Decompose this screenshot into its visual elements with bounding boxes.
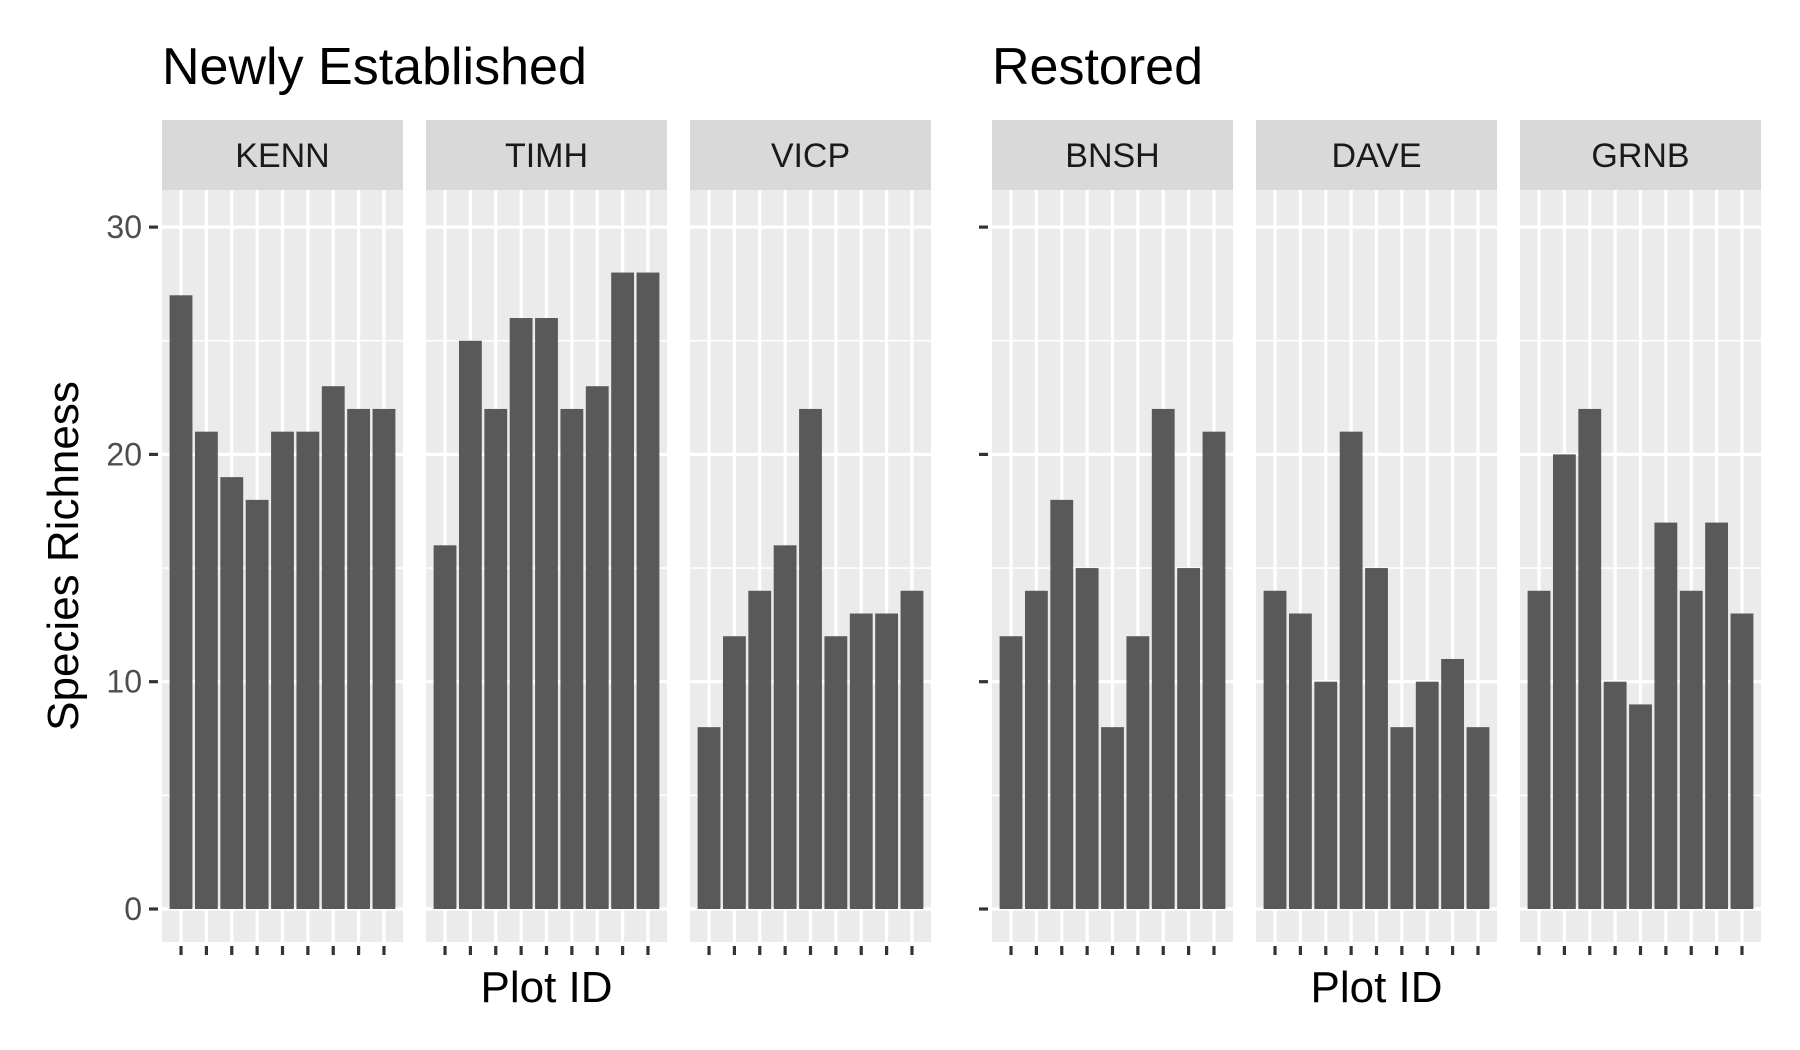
facet-dave: DAVE	[1256, 120, 1497, 955]
y-tick-label: 0	[124, 891, 142, 927]
facet-strip	[162, 120, 403, 190]
bar-grnb-4	[1603, 681, 1627, 909]
bar-timh-4	[509, 318, 533, 909]
facet-strip-label: GRNB	[1591, 137, 1689, 175]
bar-vicp-4	[773, 545, 797, 909]
bar-vicp-9	[900, 590, 924, 909]
bar-kenn-8	[347, 408, 371, 909]
bar-vicp-6	[824, 636, 848, 909]
bar-dave-5	[1365, 568, 1388, 909]
bar-bnsh-3	[1050, 499, 1074, 909]
bar-bnsh-4	[1075, 568, 1099, 909]
facet-bnsh: BNSH	[992, 120, 1233, 955]
bar-dave-6	[1390, 727, 1414, 909]
bar-bnsh-6	[1126, 636, 1150, 909]
facet-grnb: GRNB	[1520, 120, 1761, 955]
bar-bnsh-2	[1024, 590, 1048, 909]
bar-grnb-7	[1679, 590, 1703, 909]
bar-timh-2	[458, 340, 482, 909]
bar-bnsh-9	[1202, 431, 1226, 909]
bar-grnb-8	[1705, 522, 1729, 909]
bar-vicp-7	[849, 613, 873, 909]
bar-grnb-6	[1654, 522, 1678, 909]
y-axis-title: Species Richness	[39, 381, 88, 731]
bar-timh-3	[484, 408, 508, 909]
facet-timh: TIMH	[426, 120, 667, 955]
facet-strip	[1256, 120, 1497, 190]
facet-strip-label: TIMH	[505, 137, 588, 175]
bar-dave-2	[1288, 613, 1312, 909]
chart-group-0: Newly Established KENN TIMH VICP 0 10 20 30 Plot…	[39, 38, 931, 1012]
bar-grnb-2	[1552, 454, 1576, 909]
bar-timh-9	[636, 272, 660, 909]
facet-strip	[690, 120, 931, 190]
x-axis-title: Plot ID	[480, 963, 612, 1012]
facet-strip-label: VICP	[771, 137, 850, 175]
bar-dave-8	[1441, 658, 1465, 909]
bar-grnb-3	[1578, 408, 1602, 909]
facet-strip-label: KENN	[235, 137, 329, 175]
y-tick-label: 20	[106, 436, 142, 472]
bar-kenn-1	[169, 295, 193, 909]
group-title: Restored	[992, 38, 1203, 96]
bar-bnsh-1	[999, 636, 1023, 909]
facet-strip	[426, 120, 667, 190]
bar-kenn-6	[296, 431, 320, 909]
bar-timh-5	[535, 318, 558, 909]
bar-bnsh-8	[1177, 568, 1201, 909]
y-tick-label: 30	[106, 209, 142, 245]
chart-group-1: Restored BNSH DAVE GRNB Plot ID	[979, 38, 1761, 1012]
bar-grnb-9	[1730, 613, 1754, 909]
bar-dave-3	[1314, 681, 1338, 909]
bar-vicp-8	[875, 613, 899, 909]
bar-dave-4	[1339, 431, 1363, 909]
bar-kenn-3	[220, 477, 244, 909]
bar-kenn-7	[321, 386, 345, 910]
bar-timh-1	[433, 545, 457, 909]
bar-dave-9	[1466, 727, 1490, 909]
bar-dave-1	[1263, 590, 1287, 909]
bar-vicp-1	[697, 727, 721, 909]
bar-timh-7	[585, 386, 609, 910]
bar-bnsh-7	[1151, 408, 1175, 909]
facet-kenn: KENN	[162, 120, 403, 955]
bar-vicp-3	[748, 590, 772, 909]
facet-strip	[1520, 120, 1761, 190]
bar-vicp-5	[799, 408, 822, 909]
y-tick-label: 10	[106, 664, 142, 700]
x-axis-title: Plot ID	[1310, 963, 1442, 1012]
bar-kenn-9	[372, 408, 396, 909]
facet-strip	[992, 120, 1233, 190]
bar-kenn-2	[194, 431, 218, 909]
bar-vicp-2	[722, 636, 746, 909]
bar-dave-7	[1415, 681, 1439, 909]
facet-vicp: VICP	[690, 120, 931, 955]
bar-timh-8	[611, 272, 635, 909]
bar-timh-6	[560, 408, 584, 909]
bar-kenn-5	[271, 431, 294, 909]
bar-grnb-5	[1629, 704, 1652, 909]
facet-strip-label: DAVE	[1331, 137, 1421, 175]
bar-bnsh-5	[1101, 727, 1124, 909]
group-title: Newly Established	[162, 38, 587, 96]
facet-strip-label: BNSH	[1065, 137, 1159, 175]
bar-grnb-1	[1527, 590, 1551, 909]
bar-kenn-4	[245, 499, 269, 909]
